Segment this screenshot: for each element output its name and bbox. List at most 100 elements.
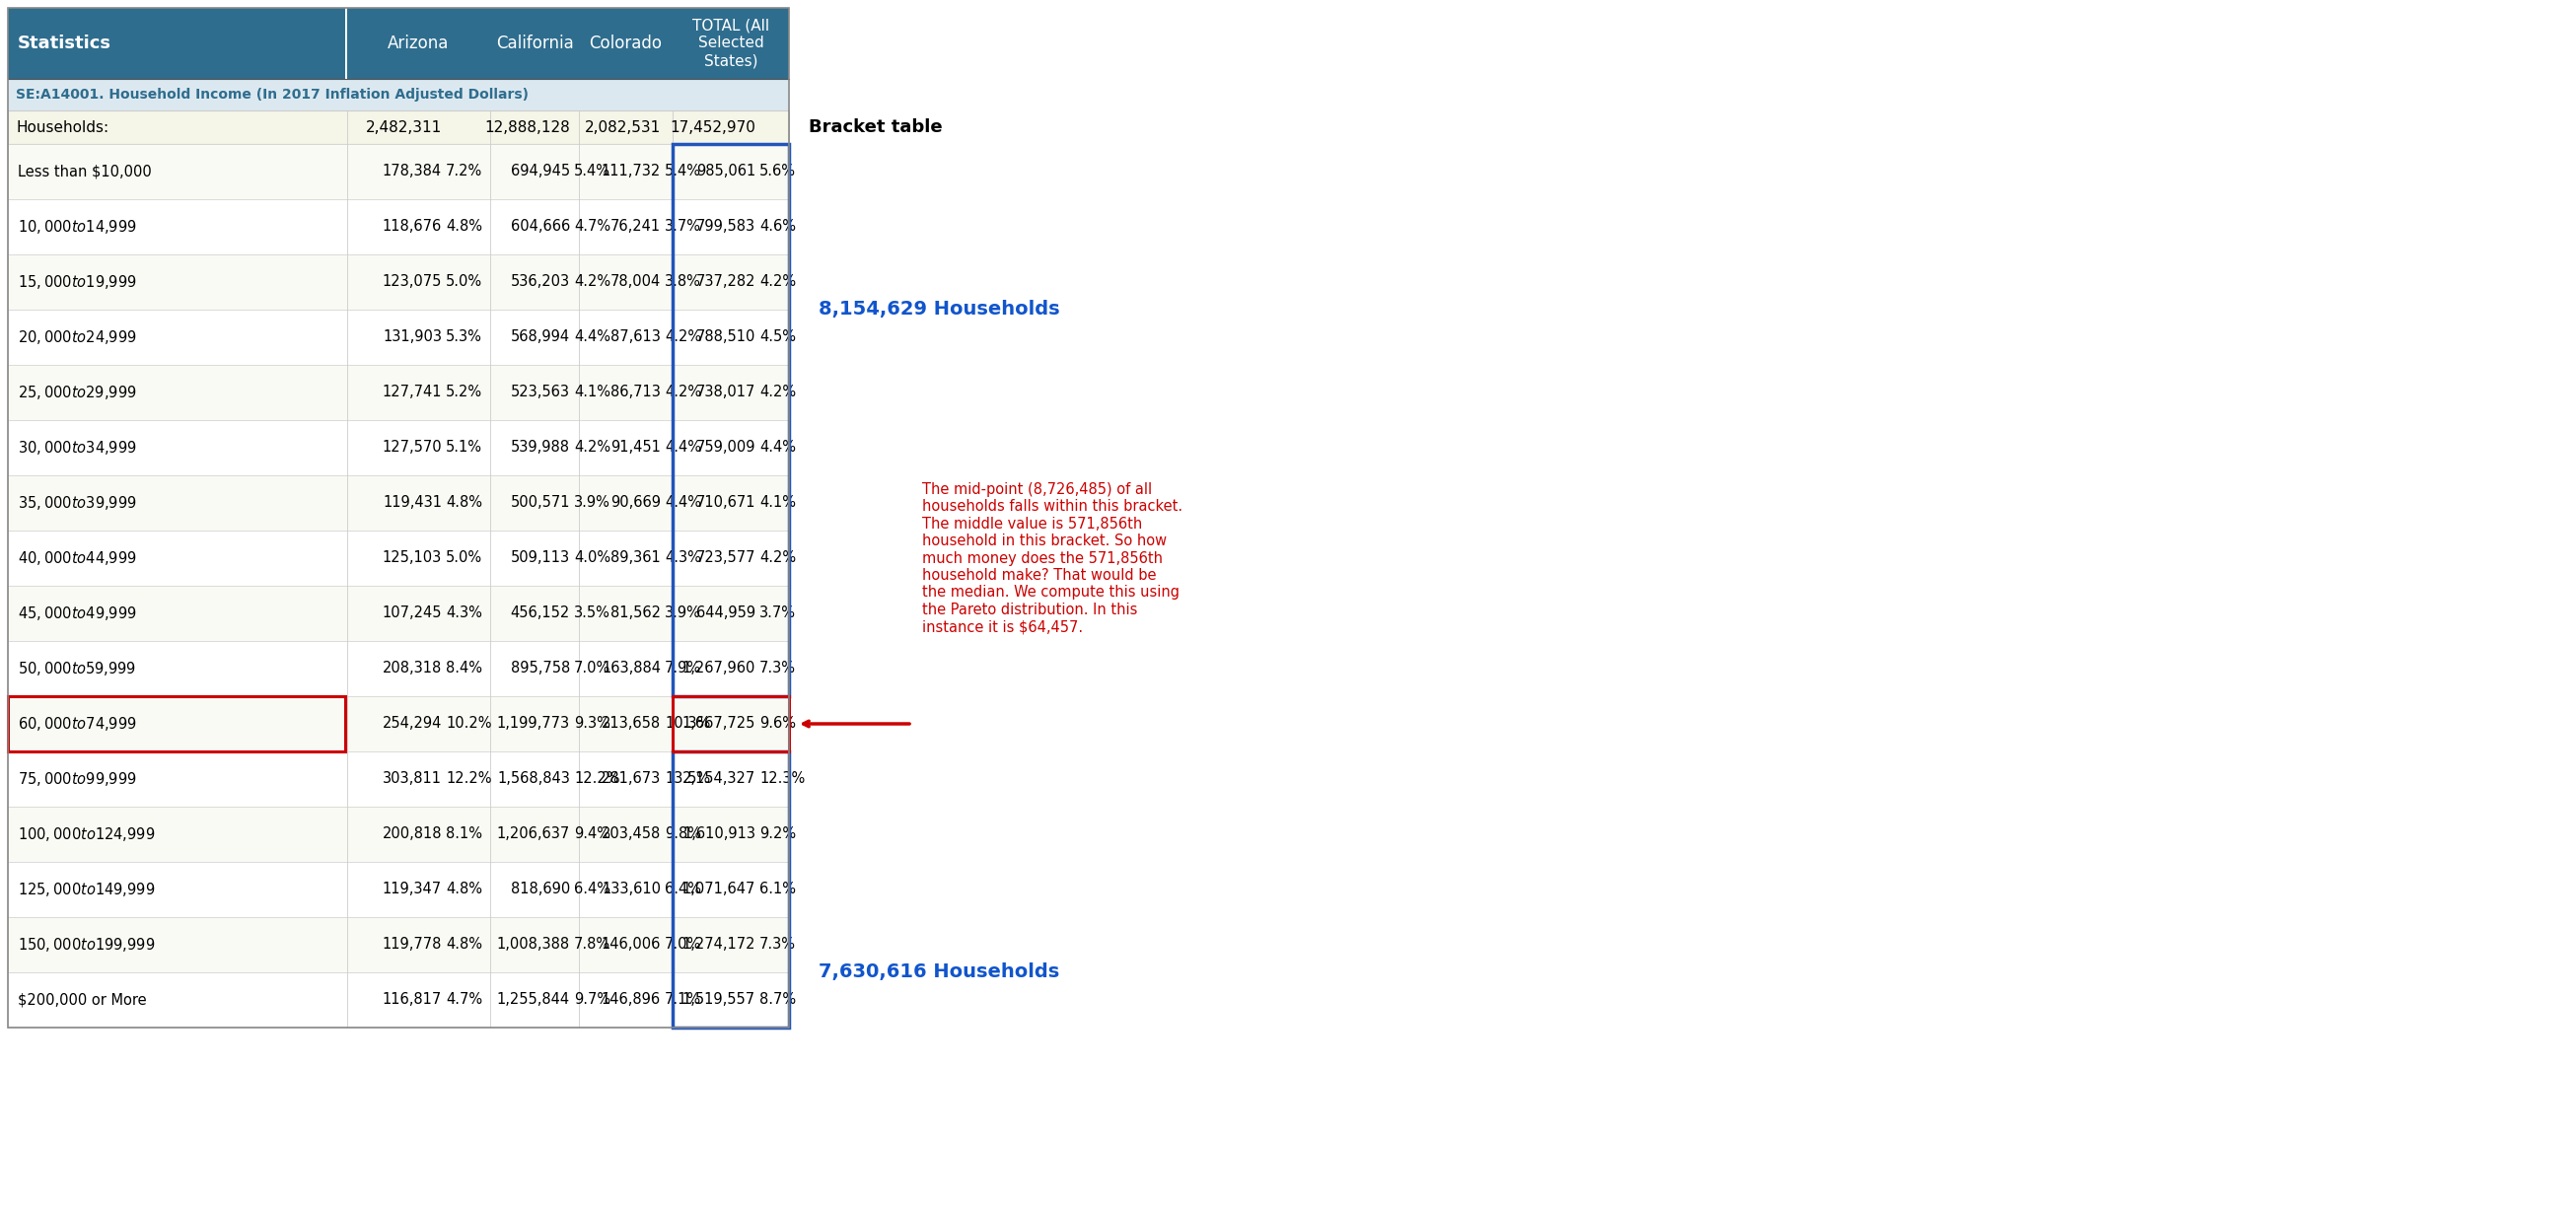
Text: 127,741: 127,741 [381, 386, 443, 400]
Text: 208,318: 208,318 [381, 661, 443, 676]
Text: Colorado: Colorado [590, 35, 662, 52]
Text: 12.3%: 12.3% [760, 771, 804, 786]
Text: 12.2%: 12.2% [574, 771, 621, 786]
Bar [8, 696, 345, 752]
Bar [348, 8, 489, 79]
Bar [8, 806, 788, 862]
Text: 985,061: 985,061 [696, 164, 755, 179]
Text: 5.1%: 5.1% [446, 440, 482, 455]
Text: 116,817: 116,817 [381, 993, 443, 1007]
Bar [580, 8, 672, 79]
Text: $30,000 to $34,999: $30,000 to $34,999 [18, 439, 137, 457]
Text: States): States) [703, 53, 757, 69]
Bar [8, 918, 788, 972]
Text: 127,570: 127,570 [381, 440, 443, 455]
Text: 1,274,172: 1,274,172 [683, 937, 755, 953]
Text: 509,113: 509,113 [510, 551, 569, 566]
Text: 9.7%: 9.7% [574, 993, 611, 1007]
Text: 7.0%: 7.0% [665, 937, 701, 953]
Text: 644,959: 644,959 [696, 606, 755, 620]
Text: 81,562: 81,562 [611, 606, 662, 620]
Text: $150,000 to $199,999: $150,000 to $199,999 [18, 936, 155, 954]
Text: 500,571: 500,571 [510, 496, 569, 510]
Text: 90,669: 90,669 [611, 496, 662, 510]
Text: 1,255,844: 1,255,844 [497, 993, 569, 1007]
Text: 1,610,913: 1,610,913 [683, 827, 755, 841]
Text: 4.2%: 4.2% [665, 386, 701, 400]
Text: 737,282: 737,282 [696, 274, 755, 289]
Bar [8, 79, 788, 110]
Text: 8.7%: 8.7% [760, 993, 796, 1007]
Text: 2,482,311: 2,482,311 [366, 120, 443, 134]
Bar [8, 586, 788, 641]
Text: 4.2%: 4.2% [574, 274, 611, 289]
Text: 4.4%: 4.4% [760, 440, 796, 455]
Text: 9.8%: 9.8% [665, 827, 701, 841]
Text: 303,811: 303,811 [384, 771, 443, 786]
Text: 4.2%: 4.2% [760, 274, 796, 289]
Text: 3.7%: 3.7% [760, 606, 796, 620]
Bar [8, 862, 788, 918]
Text: 281,673: 281,673 [600, 771, 662, 786]
Bar [8, 696, 788, 752]
Text: 4.2%: 4.2% [574, 440, 611, 455]
Text: 895,758: 895,758 [510, 661, 569, 676]
Text: 4.8%: 4.8% [446, 883, 482, 897]
Text: 799,583: 799,583 [696, 219, 755, 235]
Text: 86,713: 86,713 [611, 386, 662, 400]
Text: 5.4%: 5.4% [574, 164, 611, 179]
Text: 1,667,725: 1,667,725 [683, 717, 755, 731]
Text: 4.4%: 4.4% [574, 330, 611, 345]
Bar [672, 144, 788, 696]
Text: 7,630,616 Households: 7,630,616 Households [819, 962, 1059, 982]
Text: 6.1%: 6.1% [760, 883, 796, 897]
Text: 5.6%: 5.6% [760, 164, 796, 179]
Text: 1,568,843: 1,568,843 [497, 771, 569, 786]
Text: 4.0%: 4.0% [574, 551, 611, 566]
Bar [8, 8, 788, 1028]
Text: California: California [495, 35, 574, 52]
Bar [8, 310, 788, 365]
Text: 3.9%: 3.9% [665, 606, 701, 620]
Text: 4.2%: 4.2% [665, 330, 701, 345]
Text: 1,071,647: 1,071,647 [683, 883, 755, 897]
Text: Bracket table: Bracket table [809, 118, 943, 137]
Text: SE:A14001. Household Income (In 2017 Inflation Adjusted Dollars): SE:A14001. Household Income (In 2017 Inf… [15, 88, 528, 102]
Text: 125,103: 125,103 [381, 551, 443, 566]
Text: 146,896: 146,896 [600, 993, 662, 1007]
Text: 7.2%: 7.2% [446, 164, 482, 179]
Bar [8, 8, 345, 79]
Text: 4.8%: 4.8% [446, 496, 482, 510]
Text: 3.8%: 3.8% [665, 274, 701, 289]
Text: 12,888,128: 12,888,128 [484, 120, 569, 134]
Text: 2,082,531: 2,082,531 [585, 120, 662, 134]
Text: 5.4%: 5.4% [665, 164, 701, 179]
Text: 4.8%: 4.8% [446, 937, 482, 953]
Text: $100,000 to $124,999: $100,000 to $124,999 [18, 826, 155, 843]
Text: 119,431: 119,431 [384, 496, 443, 510]
Text: 4.8%: 4.8% [446, 219, 482, 235]
Text: 1,199,773: 1,199,773 [497, 717, 569, 731]
Text: 604,666: 604,666 [510, 219, 569, 235]
Text: 78,004: 78,004 [611, 274, 662, 289]
Text: 7.9%: 7.9% [665, 661, 701, 676]
Text: 17,452,970: 17,452,970 [670, 120, 755, 134]
Text: 131,903: 131,903 [384, 330, 443, 345]
Bar [8, 199, 788, 254]
Text: $10,000 to $14,999: $10,000 to $14,999 [18, 218, 137, 236]
Text: 3.5%: 3.5% [574, 606, 611, 620]
Text: 4.1%: 4.1% [574, 386, 611, 400]
Text: 10.3%: 10.3% [665, 717, 711, 731]
Text: Arizona: Arizona [389, 35, 448, 52]
Text: 738,017: 738,017 [696, 386, 755, 400]
Bar [8, 144, 788, 199]
Text: 710,671: 710,671 [696, 496, 755, 510]
Text: 723,577: 723,577 [696, 551, 755, 566]
Text: 4.1%: 4.1% [760, 496, 796, 510]
Bar [8, 972, 788, 1028]
Text: 4.3%: 4.3% [446, 606, 482, 620]
Bar [8, 365, 788, 420]
Text: 254,294: 254,294 [381, 717, 443, 731]
Text: 4.3%: 4.3% [665, 551, 701, 566]
Text: 536,203: 536,203 [510, 274, 569, 289]
